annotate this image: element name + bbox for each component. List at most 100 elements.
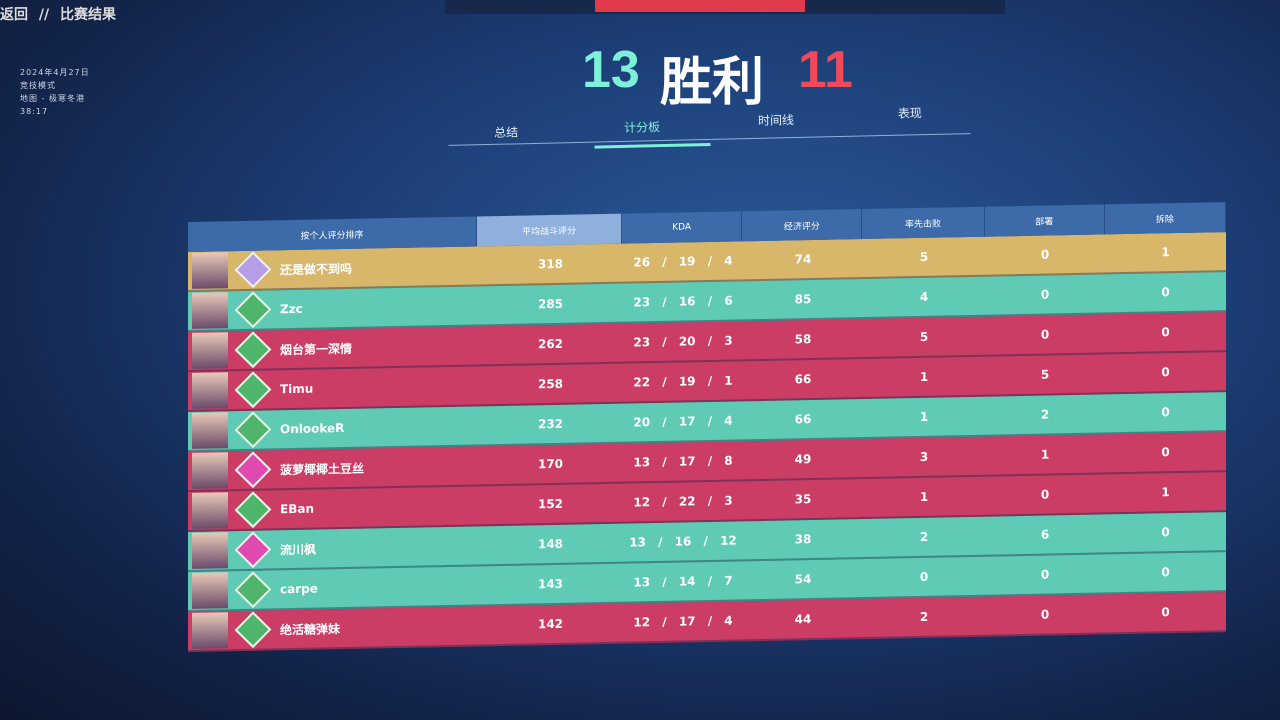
defuses-value: 0 <box>1161 365 1170 380</box>
plants-value: 0 <box>1040 327 1050 342</box>
econ-value: 35 <box>794 492 812 507</box>
kda-value: 13 / 14 / 7 <box>633 573 733 590</box>
player-name[interactable]: 绝活糖弹妹 <box>280 621 341 637</box>
acs-value: 318 <box>537 256 564 272</box>
econ-value: 44 <box>794 612 812 627</box>
defuses-value: 0 <box>1161 325 1170 340</box>
first-blood-value: 1 <box>919 409 929 424</box>
player-name[interactable]: 还是做不到吗 <box>280 261 353 277</box>
first-blood-value: 0 <box>919 569 929 584</box>
econ-value: 49 <box>794 452 812 467</box>
result-label: 胜利 <box>660 54 765 112</box>
player-name[interactable]: OnlookeR <box>280 420 345 437</box>
econ-value: 74 <box>794 252 812 267</box>
player-name[interactable]: 烟台第一深情 <box>280 341 353 357</box>
defuses-value: 0 <box>1161 285 1170 300</box>
plants-value: 2 <box>1040 407 1050 422</box>
agent-avatar <box>192 412 228 449</box>
agent-avatar <box>192 452 228 489</box>
acs-value: 285 <box>537 296 564 312</box>
breadcrumb: 返回 // 比赛结果 <box>0 4 116 24</box>
agent-avatar <box>192 372 228 409</box>
player-name[interactable]: EBan <box>280 501 314 517</box>
plants-value: 0 <box>1040 567 1050 582</box>
kda-value: 12 / 22 / 3 <box>633 493 733 510</box>
tab-bar: 总结 计分板 时间线 表现 <box>447 99 971 146</box>
enemy-score: 11 <box>798 41 853 99</box>
rank-icon <box>234 611 272 649</box>
acs-value: 258 <box>537 376 564 392</box>
agent-avatar <box>192 252 228 289</box>
kda-value: 13 / 16 / 12 <box>629 533 737 550</box>
first-blood-value: 5 <box>919 249 929 264</box>
rank-icon <box>234 411 272 449</box>
plants-header[interactable]: 部署 <box>984 204 1105 237</box>
player-name[interactable]: 菠萝椰椰土豆丝 <box>280 461 365 477</box>
agent-avatar <box>192 572 228 609</box>
acs-value: 170 <box>537 456 564 472</box>
plants-value: 6 <box>1040 527 1050 542</box>
acs-value: 152 <box>537 496 564 512</box>
kda-value: 23 / 20 / 3 <box>633 333 733 350</box>
acs-value: 232 <box>537 416 564 432</box>
match-date: 2024年4月27日 <box>20 68 90 77</box>
first-blood-value: 2 <box>919 529 929 544</box>
plants-value: 0 <box>1040 487 1050 502</box>
first-blood-header[interactable]: 率先击败 <box>862 206 985 240</box>
agent-avatar <box>192 492 228 529</box>
tab-summary[interactable]: 总结 <box>494 125 519 140</box>
match-map: 地图 - 极寒冬港 <box>20 94 85 103</box>
econ-value: 85 <box>794 292 812 307</box>
scoreboard: 按个人评分排序 平均战斗评分 KDA 经济评分 率先击败 部署 拆除 还是做不到… <box>188 202 1226 652</box>
econ-value: 66 <box>794 412 812 427</box>
rank-icon <box>234 291 272 329</box>
econ-header[interactable]: 经济评分 <box>742 209 863 242</box>
plants-value: 0 <box>1040 247 1050 262</box>
plants-value: 0 <box>1040 607 1050 622</box>
first-blood-value: 1 <box>919 369 929 384</box>
player-name[interactable]: Zzc <box>280 301 303 317</box>
econ-value: 38 <box>794 532 812 547</box>
defuses-value: 1 <box>1161 485 1170 500</box>
agent-avatar <box>192 292 228 329</box>
first-blood-value: 1 <box>919 489 929 504</box>
tab-timeline[interactable]: 时间线 <box>757 113 795 128</box>
plants-value: 0 <box>1040 287 1050 302</box>
acs-value: 148 <box>537 536 564 552</box>
kda-value: 13 / 17 / 8 <box>633 453 733 470</box>
page-title: 比赛结果 <box>59 7 116 23</box>
kda-value: 20 / 17 / 4 <box>633 413 733 430</box>
econ-value: 66 <box>794 372 812 387</box>
agent-avatar <box>192 612 228 649</box>
player-name[interactable]: Timu <box>280 381 314 397</box>
first-blood-value: 2 <box>919 609 929 624</box>
rank-icon <box>234 371 272 409</box>
defuses-header[interactable]: 拆除 <box>1104 202 1226 235</box>
match-mode: 竞技模式 <box>20 81 56 90</box>
defuses-value: 0 <box>1161 405 1170 420</box>
team-score: 13 <box>582 41 640 99</box>
kda-value: 22 / 19 / 1 <box>633 373 733 390</box>
first-blood-value: 5 <box>919 329 929 344</box>
acs-header[interactable]: 平均战斗评分 <box>477 213 623 247</box>
result-banner <box>595 0 805 12</box>
match-duration: 38:17 <box>20 107 49 116</box>
sort-by-rating-header[interactable]: 按个人评分排序 <box>188 216 478 252</box>
rank-icon <box>234 451 272 489</box>
tab-performance[interactable]: 表现 <box>897 106 923 121</box>
acs-value: 142 <box>537 616 564 632</box>
defuses-value: 0 <box>1161 445 1170 460</box>
match-info: 2024年4月27日 竞技模式 地图 - 极寒冬港 38:17 <box>20 66 90 118</box>
tab-scoreboard[interactable]: 计分板 <box>623 120 661 135</box>
acs-value: 262 <box>537 336 564 352</box>
rank-icon <box>234 531 272 569</box>
defuses-value: 0 <box>1161 565 1170 580</box>
defuses-value: 0 <box>1161 605 1170 620</box>
kda-header[interactable]: KDA <box>622 211 743 244</box>
player-name[interactable]: carpe <box>280 581 318 597</box>
rank-icon <box>234 251 272 289</box>
first-blood-value: 4 <box>919 289 929 304</box>
kda-value: 23 / 16 / 6 <box>633 293 733 310</box>
player-name[interactable]: 流川枫 <box>280 542 317 557</box>
back-link[interactable]: 返回 <box>0 7 28 23</box>
